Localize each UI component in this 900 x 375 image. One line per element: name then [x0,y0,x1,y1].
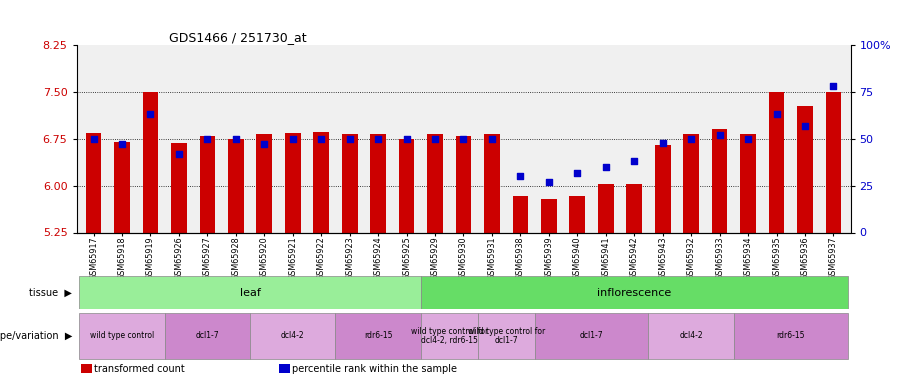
Bar [598,184,614,232]
Bar [342,134,357,232]
Text: transformed count: transformed count [94,364,185,374]
Bar [535,313,649,359]
Point [684,136,698,142]
Bar [421,313,478,359]
Text: leaf: leaf [239,288,260,297]
Point [797,123,812,129]
Bar [79,276,421,309]
Bar [797,106,813,232]
Point [400,136,414,142]
Bar [769,92,784,232]
Bar [655,145,670,232]
Bar [626,184,642,232]
Point [456,136,471,142]
Point [655,140,670,146]
Bar [171,143,187,232]
Bar [712,129,727,232]
Point [229,136,243,142]
Point [713,132,727,138]
Bar [455,136,472,232]
Point [826,83,841,89]
Text: wild type control: wild type control [90,332,154,340]
Text: dcl4-2: dcl4-2 [680,332,703,340]
Text: inflorescence: inflorescence [597,288,671,297]
Point [115,141,130,147]
Bar [399,139,414,232]
Text: wild type control for
dcl4-2, rdr6-15: wild type control for dcl4-2, rdr6-15 [410,327,488,345]
Text: dcl4-2: dcl4-2 [281,332,304,340]
Point [542,179,556,185]
Bar [256,134,272,232]
Bar [740,134,756,232]
Point [371,136,385,142]
Bar [370,134,386,232]
Bar [200,136,215,232]
Point [86,136,101,142]
Bar [428,134,443,232]
Text: rdr6-15: rdr6-15 [364,332,392,340]
Point [485,136,500,142]
Text: percentile rank within the sample: percentile rank within the sample [292,364,457,374]
Bar [683,134,699,232]
Bar [649,313,734,359]
Bar [484,134,500,232]
Point [513,173,527,179]
Point [428,136,442,142]
Point [570,170,584,176]
Point [627,158,642,164]
Bar [228,139,244,232]
Point [598,164,613,170]
Text: genotype/variation  ▶: genotype/variation ▶ [0,331,72,341]
Point [172,151,186,157]
Point [741,136,755,142]
Point [314,136,328,142]
Point [770,111,784,117]
Bar [421,276,848,309]
Text: dcl1-7: dcl1-7 [195,332,220,340]
Text: dcl1-7: dcl1-7 [580,332,603,340]
Point [343,136,357,142]
Bar [541,200,557,232]
Point [143,111,157,117]
Bar [513,196,528,232]
Text: GDS1466 / 251730_at: GDS1466 / 251730_at [169,31,307,44]
Bar [313,132,329,232]
Point [257,141,272,147]
Bar [250,313,336,359]
Text: wild type control for
dcl1-7: wild type control for dcl1-7 [468,327,544,345]
Text: tissue  ▶: tissue ▶ [29,288,72,297]
Bar [285,133,301,232]
Bar [79,313,165,359]
Bar [143,92,158,232]
Bar [165,313,250,359]
Point [200,136,214,142]
Bar [336,313,421,359]
Bar [114,142,130,232]
Bar [734,313,848,359]
Point [285,136,300,142]
Bar [478,313,535,359]
Bar [86,132,102,232]
Text: rdr6-15: rdr6-15 [777,332,805,340]
Bar [825,92,842,232]
Bar [570,196,585,232]
